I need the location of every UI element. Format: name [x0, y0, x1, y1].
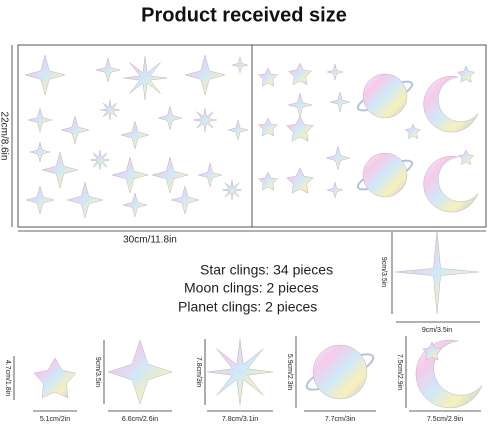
item-width: 6.6cm/2.6in [122, 416, 158, 423]
star-cling [192, 107, 218, 133]
star-cling [456, 65, 476, 83]
star-cling [184, 54, 226, 96]
star-cling [221, 179, 243, 201]
star-cling [329, 91, 351, 113]
sheet-width: 30cm/11.8in [123, 235, 177, 246]
star-cling [404, 123, 422, 139]
star-cling [24, 54, 66, 96]
star-cling [257, 117, 279, 137]
star-cling [111, 156, 149, 194]
star-cling [326, 181, 344, 199]
item-height: 7.5cm/2.9in [396, 354, 403, 390]
star-cling [394, 229, 480, 315]
item-height: 9cm/3.5in [94, 357, 101, 387]
star-cling [457, 149, 475, 165]
star-cling [60, 115, 90, 145]
star-cling [157, 105, 183, 131]
item-width: 7.5cm/2.9in [427, 416, 463, 423]
sheet-height: 22cm/8.6in [0, 112, 9, 161]
star-cling [421, 341, 443, 361]
star-cling [27, 107, 53, 133]
star-cling [151, 156, 189, 194]
moon-cling [423, 75, 479, 133]
count: Planet clings: 2 pieces [178, 299, 317, 315]
star-cling [257, 67, 279, 87]
item-width: 5.1cm/2in [40, 416, 70, 423]
planet-cling [362, 73, 408, 119]
item-width: 7.7cm/3in [325, 416, 355, 423]
star-cling [66, 181, 104, 219]
planet-cling [312, 344, 368, 400]
star-cling [288, 62, 312, 86]
star-cling [107, 339, 173, 405]
star-cling [286, 115, 314, 142]
star-cling [99, 99, 121, 121]
item-height: 7.8cm/3in [195, 357, 202, 387]
star-cling [197, 162, 223, 188]
star-cling [33, 357, 77, 399]
star-cling [89, 149, 111, 171]
item-height: 9cm/3.5in [380, 257, 387, 287]
item-height: 4.7cm/1.8in [4, 360, 11, 396]
star-cling [95, 57, 121, 83]
star-cling [326, 63, 344, 81]
star-cling [29, 141, 51, 163]
star-cling [122, 55, 168, 101]
star-cling [231, 56, 249, 74]
item-width: 9cm/3.5in [422, 327, 452, 334]
star-cling [122, 192, 148, 218]
star-cling [257, 171, 279, 191]
star-cling [41, 151, 79, 189]
star-cling [227, 119, 249, 141]
star-cling [286, 167, 314, 194]
title: Product received size [141, 4, 347, 26]
item-width: 7.8cm/3.1in [222, 416, 258, 423]
star-cling [325, 145, 351, 171]
item-height: 5.9cm/2.3in [286, 354, 293, 390]
star-cling [206, 338, 274, 406]
star-cling [170, 185, 200, 215]
star-cling [120, 120, 150, 150]
star-cling [25, 185, 55, 215]
count: Moon clings: 2 pieces [184, 280, 319, 296]
moon-cling [423, 155, 479, 213]
planet-cling [362, 152, 408, 198]
count: Star clings: 34 pieces [200, 262, 333, 278]
star-cling [287, 92, 313, 118]
